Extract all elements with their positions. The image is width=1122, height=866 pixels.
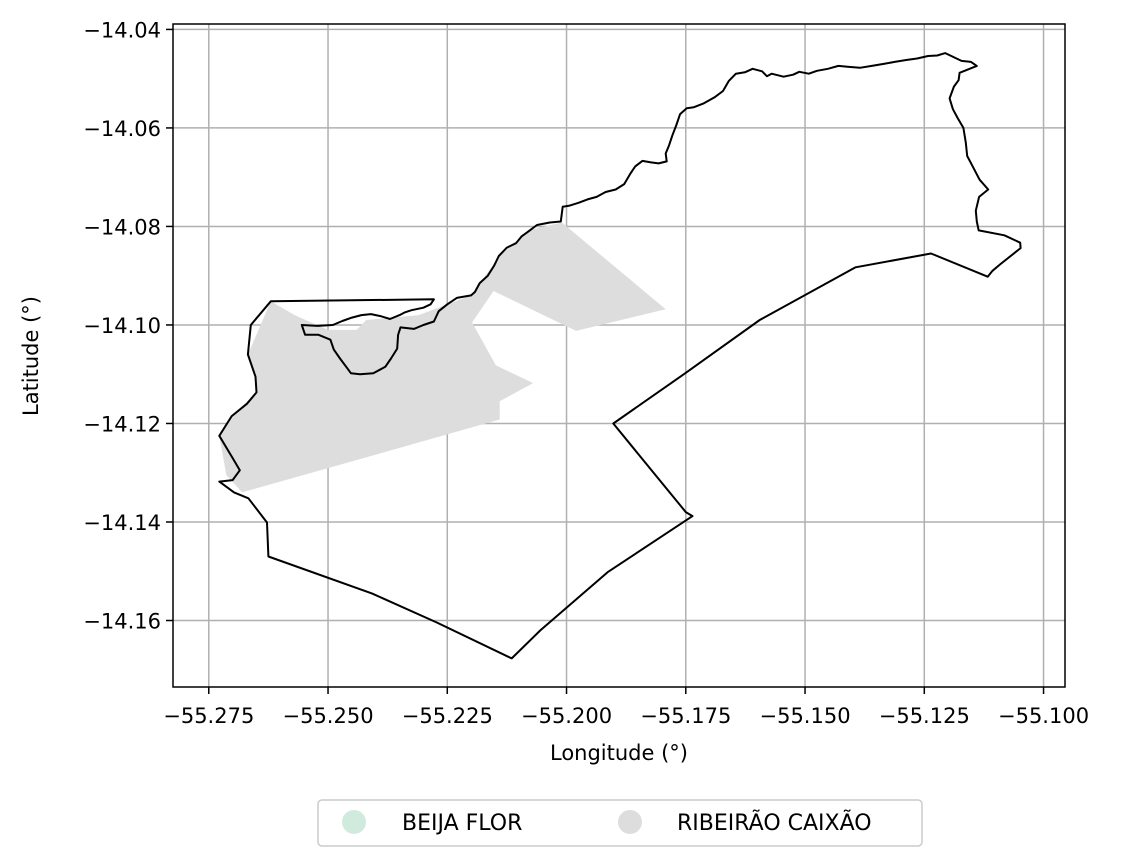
y-tick-label: −14.16 [83,610,161,634]
region-ribeirao-caixao [219,222,666,493]
x-tick-label: −55.175 [640,704,731,728]
y-tick-label: −14.10 [83,314,161,338]
legend-marker-beija-flor [342,810,366,834]
x-axis-ticks: −55.275 −55.250 −55.225 −55.200 −55.175 −55.1… [163,687,1089,728]
map-plot-area [172,23,1066,688]
municipality-boundary [218,52,1022,660]
y-tick-label: −14.14 [83,511,161,535]
legend-label-beija-flor: BEIJA FLOR [402,811,522,836]
x-tick-label: −55.200 [521,704,612,728]
legend-marker-ribeirao-caixao [618,810,642,834]
legend-label-ribeirao-caixao: RIBEIRÃO CAIXÃO [677,809,872,836]
boundary-layer [218,52,1022,660]
x-tick-label: −55.250 [282,704,373,728]
region-layer [219,222,666,493]
legend: BEIJA FLOR RIBEIRÃO CAIXÃO [317,799,923,847]
y-tick-label: −14.06 [83,117,161,141]
y-tick-label: −14.04 [83,18,161,42]
x-tick-label: −55.100 [998,704,1089,728]
x-tick-label: −55.150 [759,704,850,728]
x-tick-label: −55.125 [879,704,970,728]
y-tick-label: −14.12 [83,412,161,436]
x-tick-label: −55.275 [163,704,254,728]
y-axis-title: Latitude (°) [19,296,43,416]
y-axis-ticks: −14.04 −14.06 −14.08 −14.10 −14.12 −14.14 −14.… [83,18,173,634]
y-tick-label: −14.08 [83,215,161,239]
plot-frame [172,23,1066,688]
x-tick-label: −55.225 [402,704,493,728]
x-axis-title: Longitude (°) [550,741,688,765]
